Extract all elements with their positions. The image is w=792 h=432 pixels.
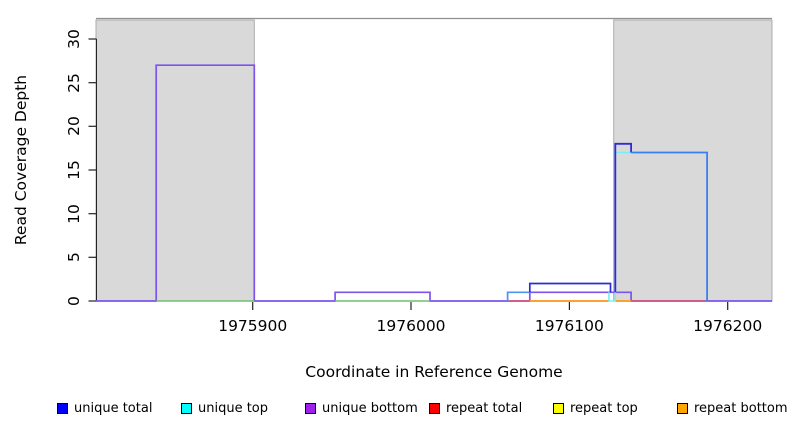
legend-label: repeat total [446, 401, 523, 416]
legend-swatch-unique-top [181, 403, 192, 414]
unique-total-step18 [614, 142, 632, 293]
unique-total-step2 [528, 282, 612, 293]
legend-item-unique-top: unique top [181, 401, 268, 416]
legend-label: unique bottom [322, 401, 418, 416]
legend-item-repeat-top: repeat top [553, 401, 638, 416]
unique-bottom-line [96, 64, 772, 302]
legend-swatch-repeat-top [553, 403, 564, 414]
legend-item-repeat-bottom: repeat bottom [677, 401, 788, 416]
legend-label: unique top [198, 401, 269, 416]
shaded-region [95, 19, 255, 302]
unique-total-overlap-step17 [631, 151, 708, 301]
legend-swatch-repeat-bottom [677, 403, 688, 414]
legend-swatch-repeat-total [429, 403, 440, 414]
legend-item-unique-bottom: unique bottom [305, 401, 418, 416]
legend-swatch-unique-total [57, 403, 68, 414]
legend-item-repeat-total: repeat total [429, 401, 522, 416]
legend-swatch-unique-bottom [305, 403, 316, 414]
unique-top-box [608, 292, 617, 302]
legend-label: repeat top [570, 401, 638, 416]
unique-total-overlap-step1 [506, 291, 530, 301]
shaded-region [613, 19, 773, 302]
legend-item-unique-total: unique total [57, 401, 152, 416]
legend-label: repeat bottom [694, 401, 788, 416]
legend-label: unique total [74, 401, 153, 416]
